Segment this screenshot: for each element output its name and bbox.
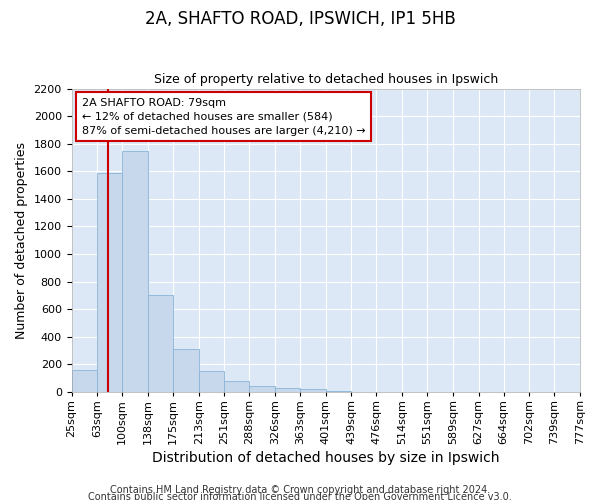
Text: Contains HM Land Registry data © Crown copyright and database right 2024.: Contains HM Land Registry data © Crown c… — [110, 485, 490, 495]
Bar — [326, 390, 352, 392]
Bar — [300, 389, 326, 392]
Bar — [71, 370, 97, 392]
Bar — [224, 381, 250, 392]
Bar — [199, 370, 224, 392]
X-axis label: Distribution of detached houses by size in Ipswich: Distribution of detached houses by size … — [152, 451, 500, 465]
Text: 2A, SHAFTO ROAD, IPSWICH, IP1 5HB: 2A, SHAFTO ROAD, IPSWICH, IP1 5HB — [145, 10, 455, 28]
Bar — [97, 172, 122, 392]
Title: Size of property relative to detached houses in Ipswich: Size of property relative to detached ho… — [154, 73, 498, 86]
Y-axis label: Number of detached properties: Number of detached properties — [15, 142, 28, 339]
Text: Contains public sector information licensed under the Open Government Licence v3: Contains public sector information licen… — [88, 492, 512, 500]
Bar — [173, 348, 199, 392]
Bar — [122, 150, 148, 392]
Text: 2A SHAFTO ROAD: 79sqm
← 12% of detached houses are smaller (584)
87% of semi-det: 2A SHAFTO ROAD: 79sqm ← 12% of detached … — [82, 98, 365, 136]
Bar — [250, 386, 275, 392]
Bar — [275, 388, 300, 392]
Bar — [148, 296, 173, 392]
